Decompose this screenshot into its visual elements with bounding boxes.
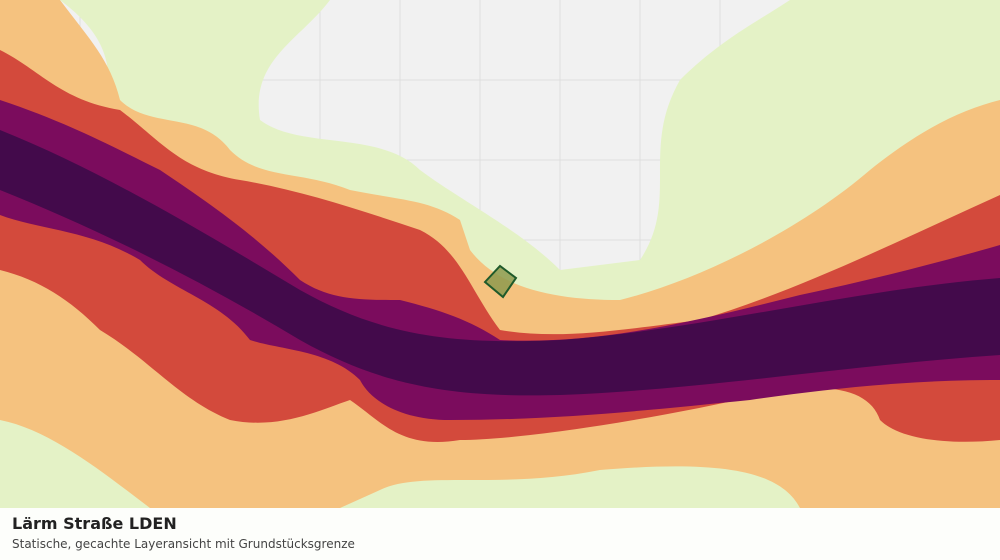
caption-bar: Lärm Straße LDEN Statische, gecachte Lay… <box>0 508 1000 560</box>
parcel-boundary[interactable] <box>483 264 518 299</box>
layer-subtitle: Statische, gecachte Layeransicht mit Gru… <box>12 537 355 551</box>
noise-zone-70 <box>0 130 1000 396</box>
layer-title: Lärm Straße LDEN <box>12 514 177 533</box>
